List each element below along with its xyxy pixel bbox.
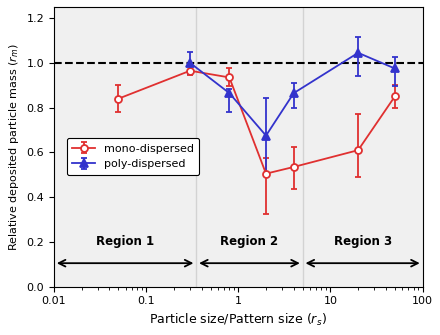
Y-axis label: Relative deposited particle mass ($r_m$): Relative deposited particle mass ($r_m$): [7, 43, 21, 251]
Text: Region 2: Region 2: [220, 234, 279, 248]
X-axis label: Particle size/Pattern size ($r_s$): Particle size/Pattern size ($r_s$): [149, 312, 327, 328]
Text: Region 3: Region 3: [334, 234, 392, 248]
Legend: mono-dispersed, poly-dispersed: mono-dispersed, poly-dispersed: [67, 138, 199, 175]
Text: Region 1: Region 1: [96, 234, 154, 248]
